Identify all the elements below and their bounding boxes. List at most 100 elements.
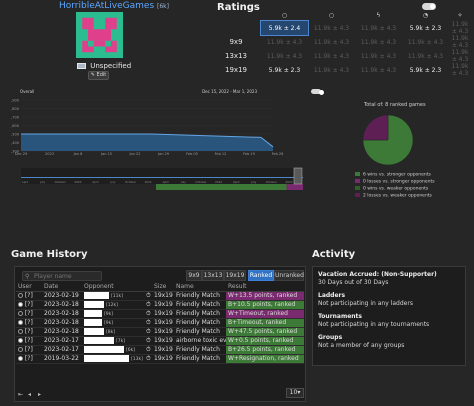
- ratings-title: Ratings: [217, 2, 260, 13]
- timeline-tick-label: April: [92, 180, 99, 184]
- stone-icon: [18, 311, 23, 316]
- col-size[interactable]: Size: [152, 282, 174, 292]
- ranked-pie-chart: [362, 114, 414, 166]
- table-row[interactable]: [?] 2023-02-19 [11k] ⏱ 19x19 Friendly Match W+…: [16, 291, 304, 301]
- stone-icon: [18, 356, 23, 361]
- game-history-table: User Date Opponent Size Name Result [?] 2…: [16, 282, 304, 364]
- opponent-name[interactable]: [84, 319, 102, 326]
- game-type-icon: ⏱: [146, 291, 151, 299]
- timeline-handle[interactable]: [293, 167, 303, 185]
- y-tick-label: 1,600: [11, 124, 19, 128]
- activity-panel: Vacation Accrued: (Non-Supporter) 30 Day…: [312, 266, 466, 366]
- ratings-table: ○ ○ ϟ ◔ ✧ 5.9k ± 2.4 11.9k ± 4.3 11.9k ±…: [211, 10, 471, 77]
- timeline-tick-label: October: [266, 180, 278, 184]
- flag-icon: [77, 63, 86, 69]
- y-tick-label: 1,700: [11, 116, 19, 120]
- timeline-tick-label: July: [39, 180, 45, 184]
- opponent-name[interactable]: [84, 355, 129, 362]
- x-tick-label: Feb 05: [186, 152, 198, 156]
- col-opponent[interactable]: Opponent: [82, 282, 144, 292]
- game-type-icon: ⏱: [146, 336, 151, 344]
- table-row[interactable]: [?] 2023-02-17 [6k] ⏱ 19x19 Friendly Match B+2…: [16, 345, 304, 355]
- country: Unspecified: [77, 62, 131, 70]
- rating-line: [21, 133, 274, 148]
- opponent-name[interactable]: [84, 328, 104, 335]
- edit-button[interactable]: ✎ Edit: [88, 71, 109, 80]
- ratings-toggle[interactable]: [422, 3, 436, 10]
- next-page-icon[interactable]: ▸: [38, 391, 42, 398]
- filter-19x19[interactable]: 19x19: [224, 270, 246, 281]
- x-tick-label: Jan 22: [129, 152, 141, 156]
- first-page-icon[interactable]: ⇤: [18, 391, 24, 398]
- stone-icon: [18, 302, 23, 307]
- game-type-icon: ⏱: [146, 354, 151, 362]
- game-type-icon: ⏱: [146, 327, 151, 335]
- activity-title: Activity: [312, 249, 356, 260]
- x-tick-label: Jan 29: [157, 152, 169, 156]
- pie-slice: [362, 114, 389, 141]
- filter-9x9[interactable]: 9x9: [186, 270, 202, 281]
- game-result: W+47.5 points, ranked: [226, 327, 304, 337]
- x-tick-label: Feb 19: [243, 152, 255, 156]
- game-type-icon: ⏱: [146, 318, 151, 326]
- filter-unranked[interactable]: Unranked: [274, 270, 304, 281]
- x-tick-label: Feb 12: [215, 152, 227, 156]
- col-result[interactable]: Result: [226, 282, 304, 292]
- game-result: W+13.5 points, ranked: [226, 291, 304, 301]
- correspondence-icon: ◔: [422, 12, 429, 19]
- col-date[interactable]: Date: [42, 282, 82, 292]
- chart-label: Overall: [20, 89, 34, 94]
- prev-page-icon[interactable]: ◂: [28, 391, 32, 398]
- stone-icon: [18, 329, 23, 334]
- ladders-text: Not participating in any ladders: [318, 300, 413, 307]
- ratings-row-13x13: 13x13 11.9k ± 4.3 11.9k ± 4.3 11.9k ± 4.…: [225, 49, 469, 63]
- pie-legend: 6 wins vs. stronger opponents 0 losses v…: [355, 172, 435, 200]
- timeline-tick-label: July: [250, 180, 256, 184]
- col-name[interactable]: Name: [174, 282, 226, 292]
- chart-toggle[interactable]: [311, 89, 324, 95]
- table-row[interactable]: [?] 2019-03-22 [13k] ⏱ 19x19 Friendly Match W+…: [16, 354, 304, 364]
- table-row[interactable]: [?] 2023-02-17 [7k] ⏱ 19x19 airborne toxic ev…: [16, 336, 304, 346]
- col-user[interactable]: User: [16, 282, 42, 292]
- page-size-select[interactable]: 10▾: [286, 388, 304, 398]
- timeline-tick-label: April: [163, 180, 170, 184]
- game-type-icon: ⏱: [146, 300, 151, 308]
- table-row[interactable]: [?] 2023-02-18 [9k] ⏱ 19x19 Friendly Match W+T…: [16, 309, 304, 319]
- filter-ranked[interactable]: Ranked: [248, 270, 274, 281]
- opponent-name[interactable]: [84, 310, 102, 317]
- opponent-name[interactable]: [84, 292, 109, 299]
- timeline-tick-label: July: [109, 180, 115, 184]
- opponent-name[interactable]: [84, 301, 104, 308]
- filter-13x13[interactable]: 13x13: [202, 270, 224, 281]
- stone-icon: [18, 320, 23, 325]
- overall-rating-chart[interactable]: Overall Dec 15, 2022 - Mar 1, 2023 1,900…: [11, 88, 303, 216]
- game-result: B+26.5 points, ranked: [226, 345, 304, 355]
- groups-heading: Groups: [318, 334, 343, 341]
- table-row[interactable]: [?] 2023-02-18 [12k] ⏱ 19x19 Friendly Match B+…: [16, 300, 304, 310]
- opponent-name[interactable]: [84, 337, 114, 344]
- opponent-name[interactable]: [84, 346, 124, 353]
- timeline-line: [21, 177, 303, 178]
- player-search-input[interactable]: [22, 271, 102, 281]
- table-row[interactable]: [?] 2023-02-18 [9k] ⏱ 19x19 Friendly Match B+T…: [16, 318, 304, 328]
- rating-area: [21, 134, 273, 151]
- pie-slice: [362, 114, 414, 166]
- timeline-tick-label: October: [125, 180, 137, 184]
- x-tick-label: Feb 26: [272, 152, 284, 156]
- game-result: W+Resignation, ranked: [226, 354, 304, 364]
- stone-icon: [18, 338, 23, 343]
- vacation-text: 30 Days out of 30 Days: [318, 279, 389, 286]
- groups-text: Not a member of any groups: [318, 342, 405, 349]
- timeline-tick-label: 2020: [74, 180, 81, 184]
- x-tick-label: Jan 8: [73, 152, 83, 156]
- y-tick-label: 1,800: [11, 107, 19, 111]
- tournaments-text: Not participating in any tournaments: [318, 321, 430, 328]
- y-tick-label: 1,900: [11, 99, 19, 103]
- game-type-icon: ⏱: [146, 345, 151, 353]
- table-row[interactable]: [?] 2023-02-18 [8k] ⏱ 19x19 Friendly Match W+4…: [16, 327, 304, 337]
- timeline-bg: [21, 168, 303, 184]
- search-icon: ⚲: [25, 273, 30, 280]
- game-result: B+Timeout, ranked: [226, 318, 304, 328]
- avatar: [76, 12, 123, 58]
- blitz-icon: ○: [328, 12, 335, 19]
